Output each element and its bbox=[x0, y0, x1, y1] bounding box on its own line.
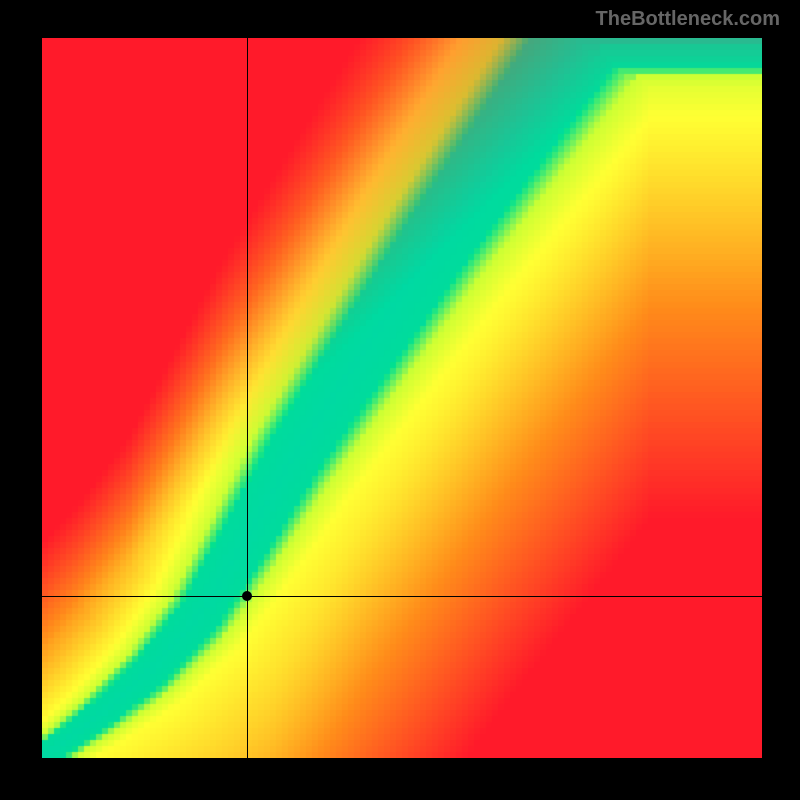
crosshair-vertical bbox=[247, 38, 248, 758]
bottleneck-heatmap bbox=[42, 38, 762, 758]
marker-point bbox=[242, 591, 252, 601]
crosshair-horizontal bbox=[42, 596, 762, 597]
chart-container: TheBottleneck.com bbox=[0, 0, 800, 800]
watermark-text: TheBottleneck.com bbox=[596, 8, 780, 31]
